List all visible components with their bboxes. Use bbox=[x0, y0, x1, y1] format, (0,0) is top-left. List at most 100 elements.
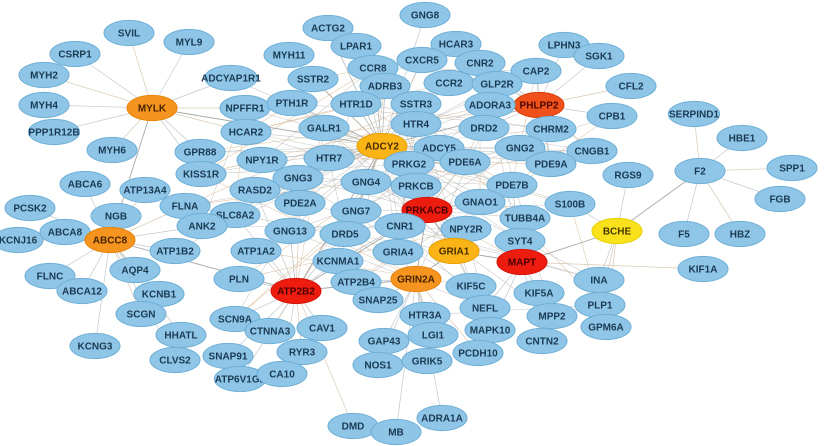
svg-text:ADCY2: ADCY2 bbox=[365, 142, 399, 153]
svg-text:ADCYAP1R1: ADCYAP1R1 bbox=[201, 74, 261, 85]
svg-text:HCAR3: HCAR3 bbox=[439, 40, 474, 51]
svg-text:ATP2B2: ATP2B2 bbox=[277, 287, 315, 298]
svg-text:CAV1: CAV1 bbox=[309, 324, 335, 335]
svg-text:MYH6: MYH6 bbox=[98, 146, 126, 157]
svg-text:DRD5: DRD5 bbox=[331, 230, 359, 241]
svg-text:PDE2A: PDE2A bbox=[283, 199, 316, 210]
svg-text:ABCA6: ABCA6 bbox=[68, 180, 103, 191]
svg-text:HTR3A: HTR3A bbox=[408, 311, 441, 322]
svg-text:BCHE: BCHE bbox=[603, 227, 632, 238]
svg-text:PPP1R12B: PPP1R12B bbox=[28, 128, 79, 139]
svg-text:KCNB1: KCNB1 bbox=[142, 290, 177, 301]
svg-text:HTR1D: HTR1D bbox=[339, 100, 372, 111]
svg-text:PLP1: PLP1 bbox=[587, 301, 612, 312]
svg-text:GPR88: GPR88 bbox=[184, 148, 217, 159]
svg-text:GNG13: GNG13 bbox=[273, 227, 307, 238]
svg-text:SSTR2: SSTR2 bbox=[297, 75, 330, 86]
svg-text:SYT4: SYT4 bbox=[507, 237, 532, 248]
svg-text:NPFFR1: NPFFR1 bbox=[226, 104, 265, 115]
svg-text:CLVS2: CLVS2 bbox=[159, 356, 191, 367]
svg-text:PDE6A: PDE6A bbox=[448, 158, 481, 169]
svg-text:GNG7: GNG7 bbox=[342, 207, 371, 218]
svg-text:MYLK: MYLK bbox=[138, 104, 167, 115]
svg-text:MB: MB bbox=[388, 428, 404, 439]
svg-text:NOS1: NOS1 bbox=[364, 361, 392, 372]
svg-text:LPAR1: LPAR1 bbox=[340, 42, 372, 53]
svg-text:F2: F2 bbox=[694, 167, 706, 178]
svg-text:GLP2R: GLP2R bbox=[480, 80, 514, 91]
svg-text:CNR1: CNR1 bbox=[386, 222, 414, 233]
svg-text:GNG4: GNG4 bbox=[352, 178, 381, 189]
svg-text:GAP43: GAP43 bbox=[368, 337, 401, 348]
svg-text:LGI1: LGI1 bbox=[422, 331, 445, 342]
svg-text:ABCA8: ABCA8 bbox=[48, 228, 83, 239]
svg-text:GNG3: GNG3 bbox=[284, 174, 313, 185]
svg-text:NGB: NGB bbox=[105, 212, 127, 223]
svg-text:PHLPP2: PHLPP2 bbox=[520, 101, 559, 112]
svg-text:RGS9: RGS9 bbox=[614, 171, 642, 182]
svg-text:ADRA1A: ADRA1A bbox=[421, 414, 463, 425]
svg-text:HBZ: HBZ bbox=[730, 230, 751, 241]
svg-text:INA: INA bbox=[590, 276, 607, 287]
svg-text:PLN: PLN bbox=[229, 275, 249, 286]
svg-text:ATP1A2: ATP1A2 bbox=[237, 247, 275, 258]
svg-text:HCAR2: HCAR2 bbox=[229, 128, 264, 139]
svg-text:PDE7B: PDE7B bbox=[495, 181, 528, 192]
svg-text:GRIA1: GRIA1 bbox=[439, 247, 470, 258]
svg-text:MYL9: MYL9 bbox=[176, 38, 203, 49]
svg-text:CFL2: CFL2 bbox=[619, 82, 644, 93]
svg-text:KIF5A: KIF5A bbox=[525, 289, 554, 300]
svg-text:ABCA12: ABCA12 bbox=[62, 287, 102, 298]
svg-text:PTH1R: PTH1R bbox=[276, 99, 310, 110]
svg-text:CAP2: CAP2 bbox=[523, 67, 550, 78]
svg-text:MYH2: MYH2 bbox=[30, 71, 58, 82]
svg-text:RYR3: RYR3 bbox=[289, 348, 316, 359]
svg-text:SNAP25: SNAP25 bbox=[359, 296, 398, 307]
svg-text:PRKCB: PRKCB bbox=[398, 182, 434, 193]
svg-text:GNG8: GNG8 bbox=[411, 11, 440, 22]
svg-text:KCNJ16: KCNJ16 bbox=[0, 236, 38, 247]
svg-text:SSTR3: SSTR3 bbox=[400, 100, 433, 111]
svg-text:CHRM2: CHRM2 bbox=[533, 125, 569, 136]
svg-text:GPM6A: GPM6A bbox=[588, 323, 624, 334]
svg-text:MPP2: MPP2 bbox=[538, 312, 566, 323]
svg-text:CSRP1: CSRP1 bbox=[58, 50, 92, 61]
svg-text:KCNG3: KCNG3 bbox=[77, 342, 112, 353]
svg-text:MYH11: MYH11 bbox=[273, 51, 306, 62]
svg-text:PCSK2: PCSK2 bbox=[13, 204, 47, 215]
svg-text:HHATL: HHATL bbox=[164, 331, 197, 342]
svg-text:SCGN: SCGN bbox=[127, 310, 156, 321]
svg-text:RASD2: RASD2 bbox=[238, 186, 272, 197]
svg-text:GNAO1: GNAO1 bbox=[462, 198, 498, 209]
svg-text:CPB1: CPB1 bbox=[599, 112, 626, 123]
svg-text:ACTG2: ACTG2 bbox=[311, 24, 345, 35]
svg-text:ATP2B4: ATP2B4 bbox=[337, 278, 375, 289]
svg-text:CXCR5: CXCR5 bbox=[405, 56, 439, 67]
svg-text:SVIL: SVIL bbox=[118, 29, 140, 40]
svg-text:ABCC8: ABCC8 bbox=[93, 236, 128, 247]
svg-text:SGK1: SGK1 bbox=[585, 52, 613, 63]
svg-text:SCN9A: SCN9A bbox=[218, 315, 252, 326]
svg-text:GALR1: GALR1 bbox=[307, 124, 341, 135]
svg-text:HTR7: HTR7 bbox=[316, 154, 343, 165]
svg-text:S100B: S100B bbox=[555, 200, 586, 211]
svg-text:MYH4: MYH4 bbox=[30, 101, 58, 112]
svg-text:FLNA: FLNA bbox=[172, 202, 199, 213]
svg-text:SNAP91: SNAP91 bbox=[209, 352, 248, 363]
svg-text:CTNNA3: CTNNA3 bbox=[250, 327, 291, 338]
svg-text:GRIN2A: GRIN2A bbox=[397, 275, 435, 286]
svg-text:CNR2: CNR2 bbox=[466, 59, 494, 70]
svg-text:SERPIND1: SERPIND1 bbox=[669, 110, 719, 121]
svg-text:GRIK5: GRIK5 bbox=[412, 357, 443, 368]
svg-text:SPP1: SPP1 bbox=[779, 164, 805, 175]
svg-text:DMD: DMD bbox=[342, 422, 365, 433]
svg-text:KCNMA1: KCNMA1 bbox=[317, 257, 360, 268]
svg-text:PCDH10: PCDH10 bbox=[458, 349, 498, 360]
svg-text:CA10: CA10 bbox=[269, 370, 295, 381]
svg-text:ATP13A4: ATP13A4 bbox=[123, 186, 167, 197]
svg-text:TUBB4A: TUBB4A bbox=[505, 214, 546, 225]
svg-text:KIF1A: KIF1A bbox=[689, 265, 718, 276]
svg-text:LPHN3: LPHN3 bbox=[548, 41, 581, 52]
svg-text:ADRB3: ADRB3 bbox=[368, 82, 403, 93]
svg-text:KISS1R: KISS1R bbox=[183, 170, 220, 181]
